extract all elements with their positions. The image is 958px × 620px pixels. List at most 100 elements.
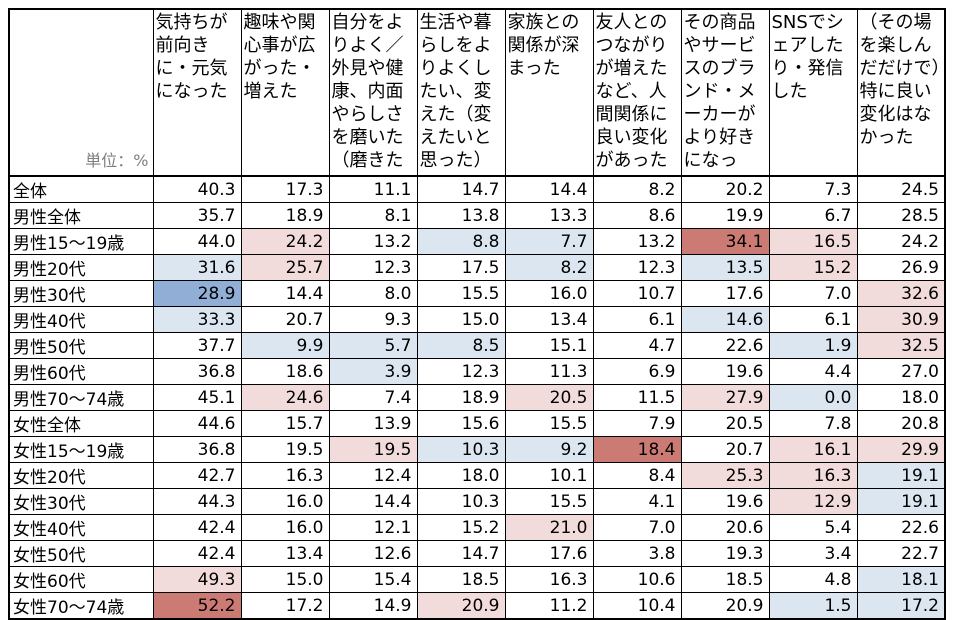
column-header-8: SNSでシェアしたり・発信した	[768, 8, 858, 177]
value-cell: 8.2	[504, 254, 594, 281]
column-header-2: 趣味や関心事が広がった・増えた	[240, 8, 330, 177]
value-cell: 7.9	[592, 410, 682, 437]
table-row: 男性70～74歳 45.1 24.6 7.4 18.9 20.5 11.5 27.9 0.0 18…	[8, 384, 946, 411]
value-cell: 15.0	[416, 306, 506, 333]
header-row: 単位：% 気持ちが前向きに・元気になった 趣味や関心事が広がった・増えた 自分をより…	[8, 8, 946, 177]
value-cell: 15.1	[504, 332, 594, 359]
value-cell: 36.8	[152, 358, 242, 385]
column-header-5: 家族との関係が深まった	[504, 8, 594, 177]
value-cell: 26.9	[856, 254, 946, 281]
value-cell: 40.3	[152, 175, 242, 203]
value-cell: 12.6	[328, 540, 418, 567]
value-cell: 14.9	[328, 592, 418, 620]
value-cell: 8.6	[592, 202, 682, 229]
value-cell: 13.2	[592, 228, 682, 255]
value-cell: 20.9	[416, 592, 506, 620]
value-cell: 13.2	[328, 228, 418, 255]
column-header-3: 自分をよりよく／外見や健康、内面やらしさを磨いた（磨きた	[328, 8, 418, 177]
value-cell: 18.0	[856, 384, 946, 411]
column-header-1: 気持ちが前向きに・元気になった	[152, 8, 242, 177]
value-cell: 20.6	[680, 514, 770, 541]
row-label: 女性40代	[8, 514, 154, 541]
value-cell: 44.6	[152, 410, 242, 437]
value-cell: 33.3	[152, 306, 242, 333]
value-cell: 7.8	[768, 410, 858, 437]
value-cell: 7.0	[768, 280, 858, 307]
table-row: 女性40代 42.4 16.0 12.1 15.2 21.0 7.0 20.6 5.4 22.6	[8, 514, 946, 541]
value-cell: 8.4	[592, 462, 682, 489]
value-cell: 37.7	[152, 332, 242, 359]
value-cell: 18.0	[416, 462, 506, 489]
value-cell: 31.6	[152, 254, 242, 281]
value-cell: 3.9	[328, 358, 418, 385]
value-cell: 20.7	[240, 306, 330, 333]
value-cell: 11.2	[504, 592, 594, 620]
table-row: 男性20代 31.6 25.7 12.3 17.5 8.2 12.3 13.5 15.2 26.9	[8, 254, 946, 281]
value-cell: 12.3	[592, 254, 682, 281]
value-cell: 8.1	[328, 202, 418, 229]
value-cell: 42.7	[152, 462, 242, 489]
value-cell: 16.1	[768, 436, 858, 463]
row-label: 女性15～19歳	[8, 436, 154, 463]
value-cell: 14.6	[680, 306, 770, 333]
table-row: 女性15～19歳 36.8 19.5 19.5 10.3 9.2 18.4 20.7 16.1 2…	[8, 436, 946, 463]
value-cell: 15.2	[768, 254, 858, 281]
value-cell: 6.1	[768, 306, 858, 333]
row-label: 男性60代	[8, 358, 154, 385]
value-cell: 12.3	[416, 358, 506, 385]
value-cell: 7.4	[328, 384, 418, 411]
value-cell: 8.2	[592, 175, 682, 203]
value-cell: 17.6	[504, 540, 594, 567]
value-cell: 17.2	[856, 592, 946, 620]
value-cell: 22.6	[856, 514, 946, 541]
table-row: 女性70～74歳 52.2 17.2 14.9 20.9 11.2 10.4 20.9 1.5 1…	[8, 592, 946, 620]
value-cell: 13.9	[328, 410, 418, 437]
value-cell: 1.9	[768, 332, 858, 359]
value-cell: 16.0	[240, 514, 330, 541]
value-cell: 52.2	[152, 592, 242, 620]
value-cell: 20.7	[680, 436, 770, 463]
value-cell: 22.7	[856, 540, 946, 567]
value-cell: 19.6	[680, 358, 770, 385]
value-cell: 35.7	[152, 202, 242, 229]
value-cell: 13.3	[504, 202, 594, 229]
value-cell: 15.2	[416, 514, 506, 541]
value-cell: 15.5	[504, 410, 594, 437]
table-row: 男性全体 35.7 18.9 8.1 13.8 13.3 8.6 19.9 6.7 28.5	[8, 202, 946, 229]
value-cell: 10.4	[592, 592, 682, 620]
value-cell: 14.7	[416, 540, 506, 567]
value-cell: 7.7	[504, 228, 594, 255]
value-cell: 19.6	[680, 488, 770, 515]
value-cell: 7.3	[768, 175, 858, 203]
value-cell: 8.8	[416, 228, 506, 255]
value-cell: 19.1	[856, 462, 946, 489]
value-cell: 24.2	[240, 228, 330, 255]
value-cell: 13.5	[680, 254, 770, 281]
value-cell: 10.7	[592, 280, 682, 307]
value-cell: 15.5	[504, 488, 594, 515]
column-header-7: その商品やサービスのブランド・メーカーがより好きになっ	[680, 8, 770, 177]
value-cell: 1.5	[768, 592, 858, 620]
value-cell: 14.4	[504, 175, 594, 203]
value-cell: 14.4	[328, 488, 418, 515]
value-cell: 11.1	[328, 175, 418, 203]
column-header-9: （その場を楽しんだだけで）特に良い変化はなかった	[856, 8, 946, 177]
value-cell: 19.5	[328, 436, 418, 463]
value-cell: 16.3	[240, 462, 330, 489]
value-cell: 12.3	[328, 254, 418, 281]
value-cell: 5.7	[328, 332, 418, 359]
value-cell: 28.9	[152, 280, 242, 307]
row-label: 男性50代	[8, 332, 154, 359]
table-row: 女性全体 44.6 15.7 13.9 15.6 15.5 7.9 20.5 7.8 20.8	[8, 410, 946, 437]
column-header-6: 友人とのつながりが増えたなど、人間関係に良い変化があった	[592, 8, 682, 177]
value-cell: 30.9	[856, 306, 946, 333]
value-cell: 3.4	[768, 540, 858, 567]
value-cell: 16.0	[240, 488, 330, 515]
row-label: 女性30代	[8, 488, 154, 515]
value-cell: 19.3	[680, 540, 770, 567]
value-cell: 24.5	[856, 175, 946, 203]
value-cell: 6.7	[768, 202, 858, 229]
value-cell: 29.9	[856, 436, 946, 463]
value-cell: 20.5	[504, 384, 594, 411]
value-cell: 18.6	[240, 358, 330, 385]
